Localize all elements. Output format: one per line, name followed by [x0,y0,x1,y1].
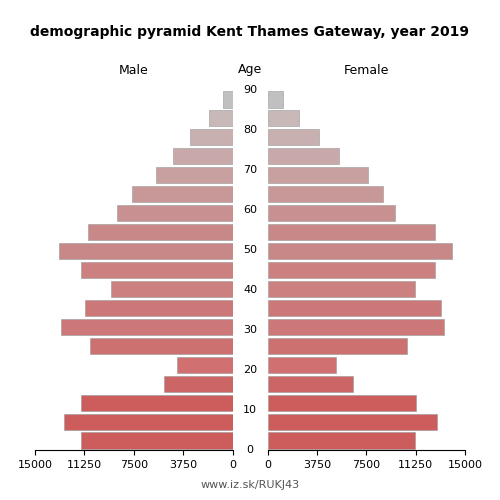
Text: 80: 80 [243,125,257,135]
Text: 40: 40 [243,285,257,295]
Bar [81,262,233,278]
Bar [81,432,233,448]
Text: www.iz.sk/RUKJ43: www.iz.sk/RUKJ43 [200,480,300,490]
Bar [174,148,233,164]
Bar [88,224,233,240]
Bar [268,432,415,448]
Bar [116,205,232,221]
Bar [268,262,434,278]
Bar [64,414,232,430]
Bar [90,338,233,354]
Bar [268,281,415,297]
Bar [268,243,452,259]
Bar [268,376,353,392]
Bar [268,224,434,240]
Text: 0: 0 [246,445,254,455]
Bar [268,130,319,146]
Text: 30: 30 [243,325,257,335]
Text: Female: Female [344,64,389,76]
Bar [177,356,233,373]
Text: 60: 60 [243,205,257,215]
Text: 90: 90 [243,85,257,95]
Bar [268,300,442,316]
Text: 10: 10 [243,405,257,415]
Text: 70: 70 [243,165,257,175]
Bar [268,167,368,184]
Bar [268,338,407,354]
Bar [268,414,438,430]
Bar [164,376,232,392]
Bar [268,205,395,221]
Bar [268,110,299,126]
Bar [224,92,232,108]
Bar [268,186,384,202]
Bar [268,356,336,373]
Bar [112,281,232,297]
Text: 50: 50 [243,245,257,255]
Text: demographic pyramid Kent Thames Gateway, year 2019: demographic pyramid Kent Thames Gateway,… [30,25,469,39]
Text: Age: Age [238,64,262,76]
Bar [268,319,444,335]
Bar [268,148,338,164]
Bar [268,394,416,410]
Bar [156,167,232,184]
Bar [85,300,233,316]
Bar [62,319,232,335]
Bar [132,186,232,202]
Bar [190,130,232,146]
Text: 20: 20 [243,365,257,375]
Bar [268,92,283,108]
Text: Male: Male [119,64,148,76]
Bar [209,110,233,126]
Bar [81,394,233,410]
Bar [58,243,233,259]
